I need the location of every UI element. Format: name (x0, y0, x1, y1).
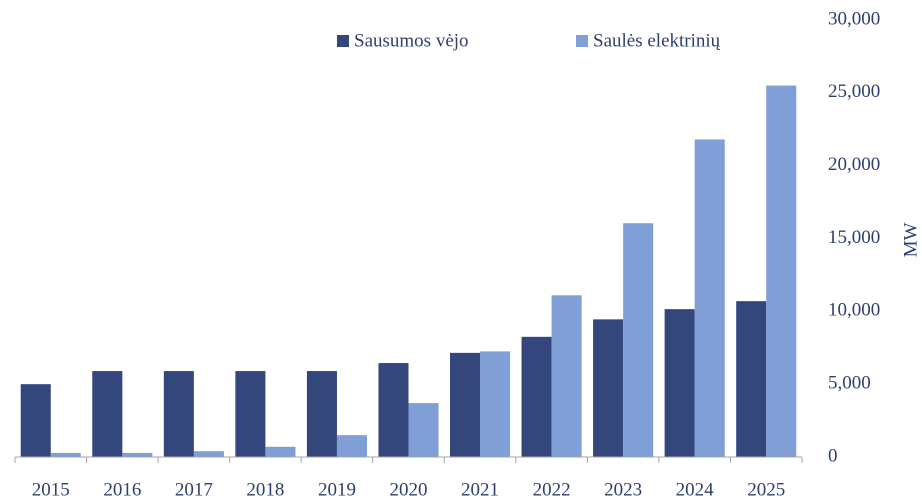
bar (593, 319, 624, 457)
bar (664, 309, 695, 457)
x-tick-label: 2017 (175, 479, 213, 498)
bar (551, 295, 582, 457)
legend-swatch (337, 35, 349, 47)
bar (265, 446, 296, 457)
bar (336, 435, 368, 457)
bar (623, 223, 654, 457)
bar (306, 371, 337, 457)
bar (766, 85, 797, 458)
x-tick-label: 2021 (461, 479, 499, 498)
bar (408, 403, 439, 457)
bar (480, 351, 511, 457)
bar (163, 371, 194, 457)
x-tick-label: 2016 (103, 479, 141, 498)
bar (20, 384, 51, 457)
y-tick-label: 0 (828, 445, 838, 466)
y-axis-label: MW (900, 223, 921, 258)
legend-label: Saulės elektrinių (593, 30, 721, 51)
bar (521, 336, 552, 457)
x-tick-label: 2025 (747, 479, 785, 498)
bar (193, 451, 224, 457)
bar (50, 452, 81, 457)
bar (235, 371, 266, 457)
legend-swatch (576, 35, 588, 47)
bar (694, 139, 725, 458)
y-tick-label: 10,000 (828, 300, 880, 321)
bar (92, 371, 123, 457)
bar (449, 352, 481, 457)
x-tick-label: 2023 (604, 479, 642, 498)
x-tick-label: 2015 (32, 479, 70, 498)
x-tick-label: 2020 (390, 479, 428, 498)
x-tick-label: 2018 (246, 479, 284, 498)
x-tick-label: 2022 (533, 479, 571, 498)
bar (736, 301, 767, 457)
x-tick-label: 2024 (676, 479, 715, 498)
y-tick-label: 5,000 (828, 373, 871, 394)
legend-label: Sausumos vėjo (354, 30, 469, 51)
bar (378, 363, 409, 457)
bar (122, 452, 153, 457)
y-tick-label: 25,000 (828, 81, 880, 102)
x-tick-label: 2019 (318, 479, 356, 498)
y-tick-label: 30,000 (828, 8, 880, 29)
y-tick-label: 15,000 (828, 227, 880, 248)
y-tick-label: 20,000 (828, 154, 880, 175)
